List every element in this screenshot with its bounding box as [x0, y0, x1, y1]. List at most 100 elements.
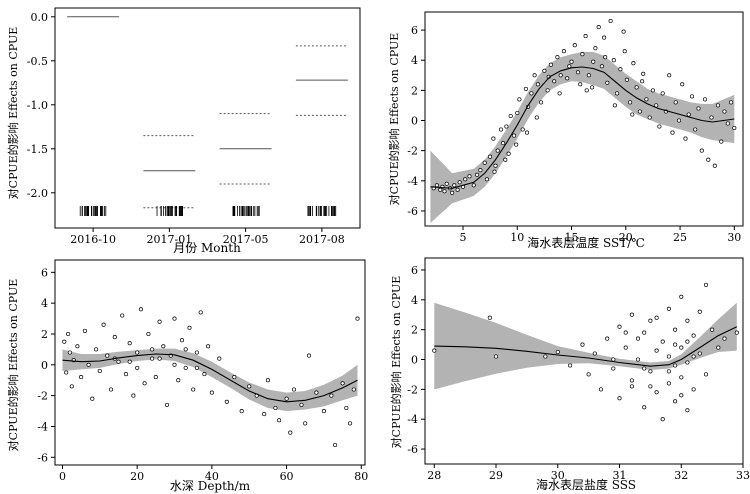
- data-point: [209, 390, 214, 395]
- data-point: [303, 421, 308, 426]
- panel-depth: 对CPUE的影响 Effects on CPUE 水深 Depth/m 0 20 4…: [6, 259, 368, 493]
- data-point: [567, 64, 572, 69]
- data-point: [157, 319, 162, 324]
- y-tick-label: 4: [411, 294, 418, 307]
- data-point: [105, 353, 110, 358]
- data-point: [191, 387, 196, 392]
- data-point: [179, 338, 185, 343]
- data-point: [520, 127, 525, 132]
- data-point: [351, 387, 356, 392]
- data-point: [344, 405, 349, 411]
- confidence-band: [430, 51, 735, 224]
- data-point: [575, 70, 581, 75]
- data-point: [355, 316, 360, 321]
- data-point: [722, 336, 727, 341]
- panel-sst: 对CPUE的影响 Effects on CPUE 海水表层温度 SST/℃ 5 1…: [387, 11, 744, 250]
- data-point: [685, 408, 690, 413]
- data-point: [506, 151, 511, 156]
- y-tick-label: 0: [411, 115, 418, 128]
- data-point: [599, 64, 604, 69]
- panel-sss: 对CPUE的影响 Effects on CPUE 海水表层盐度 SSS 28 29…: [389, 257, 750, 492]
- data-point: [503, 157, 508, 162]
- data-point: [586, 73, 591, 78]
- data-point: [706, 157, 711, 162]
- x-tick-label: 40: [205, 470, 219, 483]
- data-point: [239, 409, 244, 414]
- data-point: [584, 88, 589, 93]
- data-point: [514, 142, 519, 147]
- data-point: [679, 345, 684, 350]
- panel-month: 对CPUE的影响 Effects on CPUE 月份 Month 0.0 -0.…: [6, 7, 361, 255]
- data-point: [127, 359, 132, 364]
- data-point: [611, 357, 616, 362]
- data-point: [491, 136, 496, 141]
- x-tick-label: 20: [130, 470, 144, 483]
- data-point: [697, 351, 702, 356]
- x-axis-label: 水深 Depth/m: [170, 479, 251, 493]
- data-point: [709, 115, 714, 120]
- data-point: [504, 124, 509, 129]
- data-point: [277, 418, 282, 423]
- confidence-band: [62, 348, 358, 412]
- plot-frame: [424, 257, 744, 465]
- data-point: [548, 62, 553, 67]
- data-point: [457, 180, 462, 185]
- data-point: [224, 399, 229, 404]
- y-tick-label: -6: [407, 443, 418, 456]
- data-point: [442, 189, 447, 194]
- y-tick-label: 4: [41, 297, 48, 310]
- data-point: [591, 59, 596, 64]
- data-point: [725, 121, 730, 126]
- y-tick-label: -1.0: [27, 99, 48, 112]
- data-point: [450, 190, 455, 195]
- y-tick-label: 2: [411, 84, 418, 97]
- data-point: [719, 139, 724, 144]
- fitted-curve: [62, 353, 358, 403]
- data-point: [161, 344, 166, 349]
- data-point: [615, 91, 620, 96]
- y-tick-label: 6: [411, 264, 418, 277]
- data-point: [146, 331, 151, 337]
- data-point: [135, 365, 140, 370]
- x-tick-label: 31: [613, 469, 627, 482]
- data-point: [641, 71, 646, 76]
- data-point: [545, 88, 550, 93]
- data-point: [176, 378, 181, 383]
- data-point: [635, 357, 641, 362]
- data-point: [640, 79, 645, 84]
- data-point: [590, 85, 595, 90]
- x-tick-label: 15: [565, 231, 579, 244]
- x-tick-label: 32: [674, 469, 688, 482]
- x-tick-label: 2017-01: [147, 233, 193, 246]
- data-point: [524, 130, 530, 135]
- y-tick-label: -2: [37, 390, 48, 403]
- data-point: [535, 82, 540, 87]
- y-tick-label: 0: [41, 359, 48, 372]
- data-point: [630, 112, 635, 117]
- data-point: [605, 80, 610, 85]
- x-tick-label: 2016-10: [70, 233, 116, 246]
- data-point: [628, 100, 633, 105]
- data-point: [82, 328, 87, 333]
- y-tick-label: -4: [407, 413, 418, 426]
- data-point: [492, 169, 497, 174]
- data-point: [62, 339, 67, 344]
- data-point: [157, 356, 162, 361]
- data-point: [685, 360, 690, 365]
- data-point: [598, 387, 604, 392]
- data-point: [206, 344, 211, 349]
- data-point: [686, 112, 691, 117]
- x-tick-label: 60: [280, 470, 294, 483]
- data-point: [543, 354, 548, 359]
- data-point: [552, 79, 557, 84]
- data-point: [666, 369, 671, 374]
- y-tick-label: -6: [407, 205, 418, 218]
- data-point: [605, 336, 610, 341]
- data-point: [648, 384, 653, 389]
- data-point: [673, 342, 678, 347]
- data-point: [683, 136, 688, 141]
- y-tick-label: 6: [41, 266, 48, 279]
- data-point: [138, 307, 143, 312]
- data-point: [622, 49, 627, 54]
- data-point: [691, 387, 696, 392]
